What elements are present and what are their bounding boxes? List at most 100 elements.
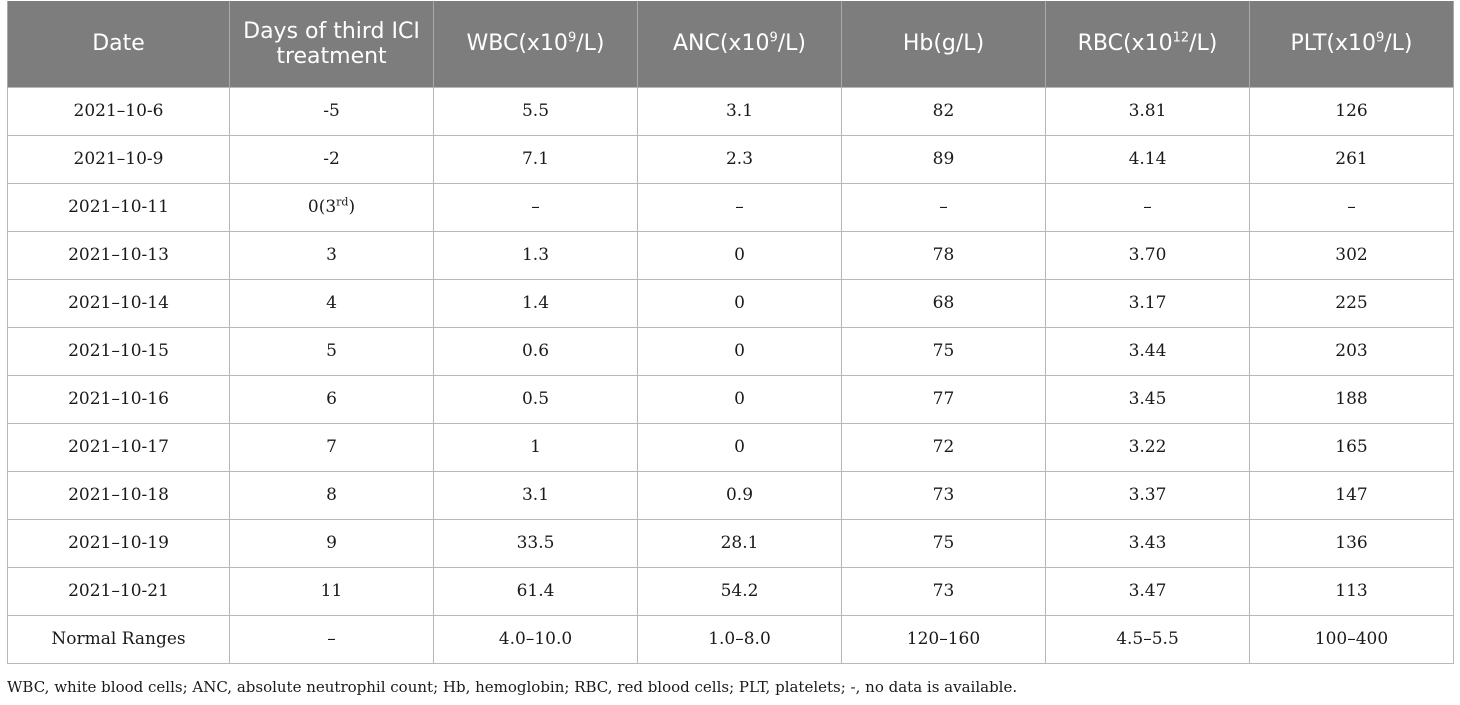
table-cell: 2021–10-11: [7, 182, 230, 232]
table-cell: 33.5: [433, 518, 638, 568]
table-cell: 3: [229, 230, 434, 280]
table-cell: 0.6: [433, 326, 638, 376]
cell-superscript: 9: [567, 30, 577, 46]
table-cell: 3.1: [433, 470, 638, 520]
cell-text: 75: [932, 341, 955, 361]
cell-text: –: [735, 197, 744, 217]
table-cell: 100–400: [1249, 614, 1454, 664]
table-cell: 28.1: [637, 518, 842, 568]
cell-text: 2021–10-14: [68, 293, 169, 313]
table-cell: –: [841, 182, 1046, 232]
table-cell: 9: [229, 518, 434, 568]
table-cell: -5: [229, 86, 434, 136]
cell-text: 2021–10-6: [73, 101, 164, 121]
table-cell: 4: [229, 278, 434, 328]
table-cell: 2021–10-18: [7, 470, 230, 520]
table-cell: 54.2: [637, 566, 842, 616]
table-body: 2021–10-6 -5 5.5 3.1 82 3.81 126 2021–10-9 -2 7.1…: [7, 86, 1454, 664]
table-cell: 1.4: [433, 278, 638, 328]
table-cell: 61.4: [433, 566, 638, 616]
table-row: 2021–10-18 8 3.1 0.9 73 3.37 147: [7, 470, 1454, 520]
table-cell: –: [433, 182, 638, 232]
table-row: 2021–10-14 4 1.4 0 68 3.17 225: [7, 278, 1454, 328]
cell-text: 89: [932, 149, 955, 169]
table-cell: 82: [841, 86, 1046, 136]
cell-superscript: 12: [1172, 30, 1190, 46]
cell-text: 2021–10-19: [68, 533, 169, 553]
cell-superscript: rd: [336, 195, 349, 209]
cell-text: Days of third ICI treatment: [243, 18, 420, 69]
table-cell: 75: [841, 518, 1046, 568]
cell-text: 2021–10-13: [68, 245, 169, 265]
cell-text: 5: [326, 341, 337, 361]
table-row: 2021–10-11 0(3rd) – – – – –: [7, 182, 1454, 232]
cell-text: 11: [320, 581, 343, 601]
cell-text: 0: [734, 293, 745, 313]
table-cell: –: [1045, 182, 1250, 232]
column-header: RBC(x1012/L): [1045, 1, 1250, 87]
table-cell: 3.37: [1045, 470, 1250, 520]
table-row: 2021–10-15 5 0.6 0 75 3.44 203: [7, 326, 1454, 376]
table-row: 2021–10-21 11 61.4 54.2 73 3.47 113: [7, 566, 1454, 616]
table-cell: –: [1249, 182, 1454, 232]
cell-text-tail: /L): [1189, 31, 1218, 57]
cell-text: 68: [932, 293, 955, 313]
cell-text: 28.1: [720, 533, 759, 553]
cell-superscript: 9: [769, 30, 778, 46]
table-row: 2021–10-13 3 1.3 0 78 3.70 302: [7, 230, 1454, 280]
cell-text: 2021–10-15: [68, 341, 169, 361]
table-row: 2021–10-17 7 1 0 72 3.22 165: [7, 422, 1454, 472]
table-row: 2021–10-16 6 0.5 0 77 3.45 188: [7, 374, 1454, 424]
cell-text: 4.14: [1128, 149, 1167, 169]
table-row: Normal Ranges – 4.0–10.0 1.0–8.0 120–160 4.5–…: [7, 614, 1454, 664]
table-cell: 5: [229, 326, 434, 376]
table-cell: 165: [1249, 422, 1454, 472]
cell-text: 0: [734, 437, 745, 457]
table-cell: 0: [637, 422, 842, 472]
table-cell: 3.47: [1045, 566, 1250, 616]
cell-text: 3.70: [1128, 245, 1167, 265]
table-cell: 2021–10-19: [7, 518, 230, 568]
cell-text: 75: [932, 533, 955, 553]
table-row: 2021–10-9 -2 7.1 2.3 89 4.14 261: [7, 134, 1454, 184]
table-cell: 2021–10-21: [7, 566, 230, 616]
table-footnote: WBC, white blood cells; ANC, absolute ne…: [7, 678, 1018, 696]
table-cell: 2021–10-6: [7, 86, 230, 136]
cell-text: 7.1: [521, 149, 550, 169]
cell-text: 3.1: [725, 101, 754, 121]
cell-text: 7: [326, 437, 337, 457]
table-cell: 302: [1249, 230, 1454, 280]
table-cell: 1: [433, 422, 638, 472]
cell-text: 113: [1335, 581, 1368, 601]
cell-text: 261: [1335, 149, 1368, 169]
table-cell: 225: [1249, 278, 1454, 328]
column-header: Date: [7, 1, 230, 87]
table-cell: 126: [1249, 86, 1454, 136]
cell-text: 0: [734, 245, 745, 265]
table-cell: 188: [1249, 374, 1454, 424]
cell-text: 82: [932, 101, 955, 121]
table-cell: 3.22: [1045, 422, 1250, 472]
cell-text: 2021–10-21: [68, 581, 169, 601]
cell-superscript: 9: [1375, 30, 1385, 46]
table-cell: 2021–10-14: [7, 278, 230, 328]
cell-text-tail: /L): [777, 31, 806, 57]
cell-text: RBC(x10: [1077, 31, 1173, 57]
cell-text: –: [327, 629, 336, 649]
cell-text: 0(3: [307, 197, 337, 217]
table-cell: 3.44: [1045, 326, 1250, 376]
table-cell: 3.45: [1045, 374, 1250, 424]
table-cell: 89: [841, 134, 1046, 184]
cell-text: 1.3: [521, 245, 550, 265]
column-header: WBC(x109/L): [433, 1, 638, 87]
table-cell: –: [229, 614, 434, 664]
table-cell: 2021–10-9: [7, 134, 230, 184]
cell-text: 165: [1335, 437, 1368, 457]
cell-text: PLT(x10: [1290, 31, 1376, 57]
cell-text: –: [939, 197, 948, 217]
cell-text: 77: [932, 389, 955, 409]
cell-text: 0.9: [725, 485, 754, 505]
cell-text: 1.0–8.0: [708, 629, 771, 649]
cell-text: Date: [92, 31, 145, 57]
cell-text: 225: [1335, 293, 1368, 313]
